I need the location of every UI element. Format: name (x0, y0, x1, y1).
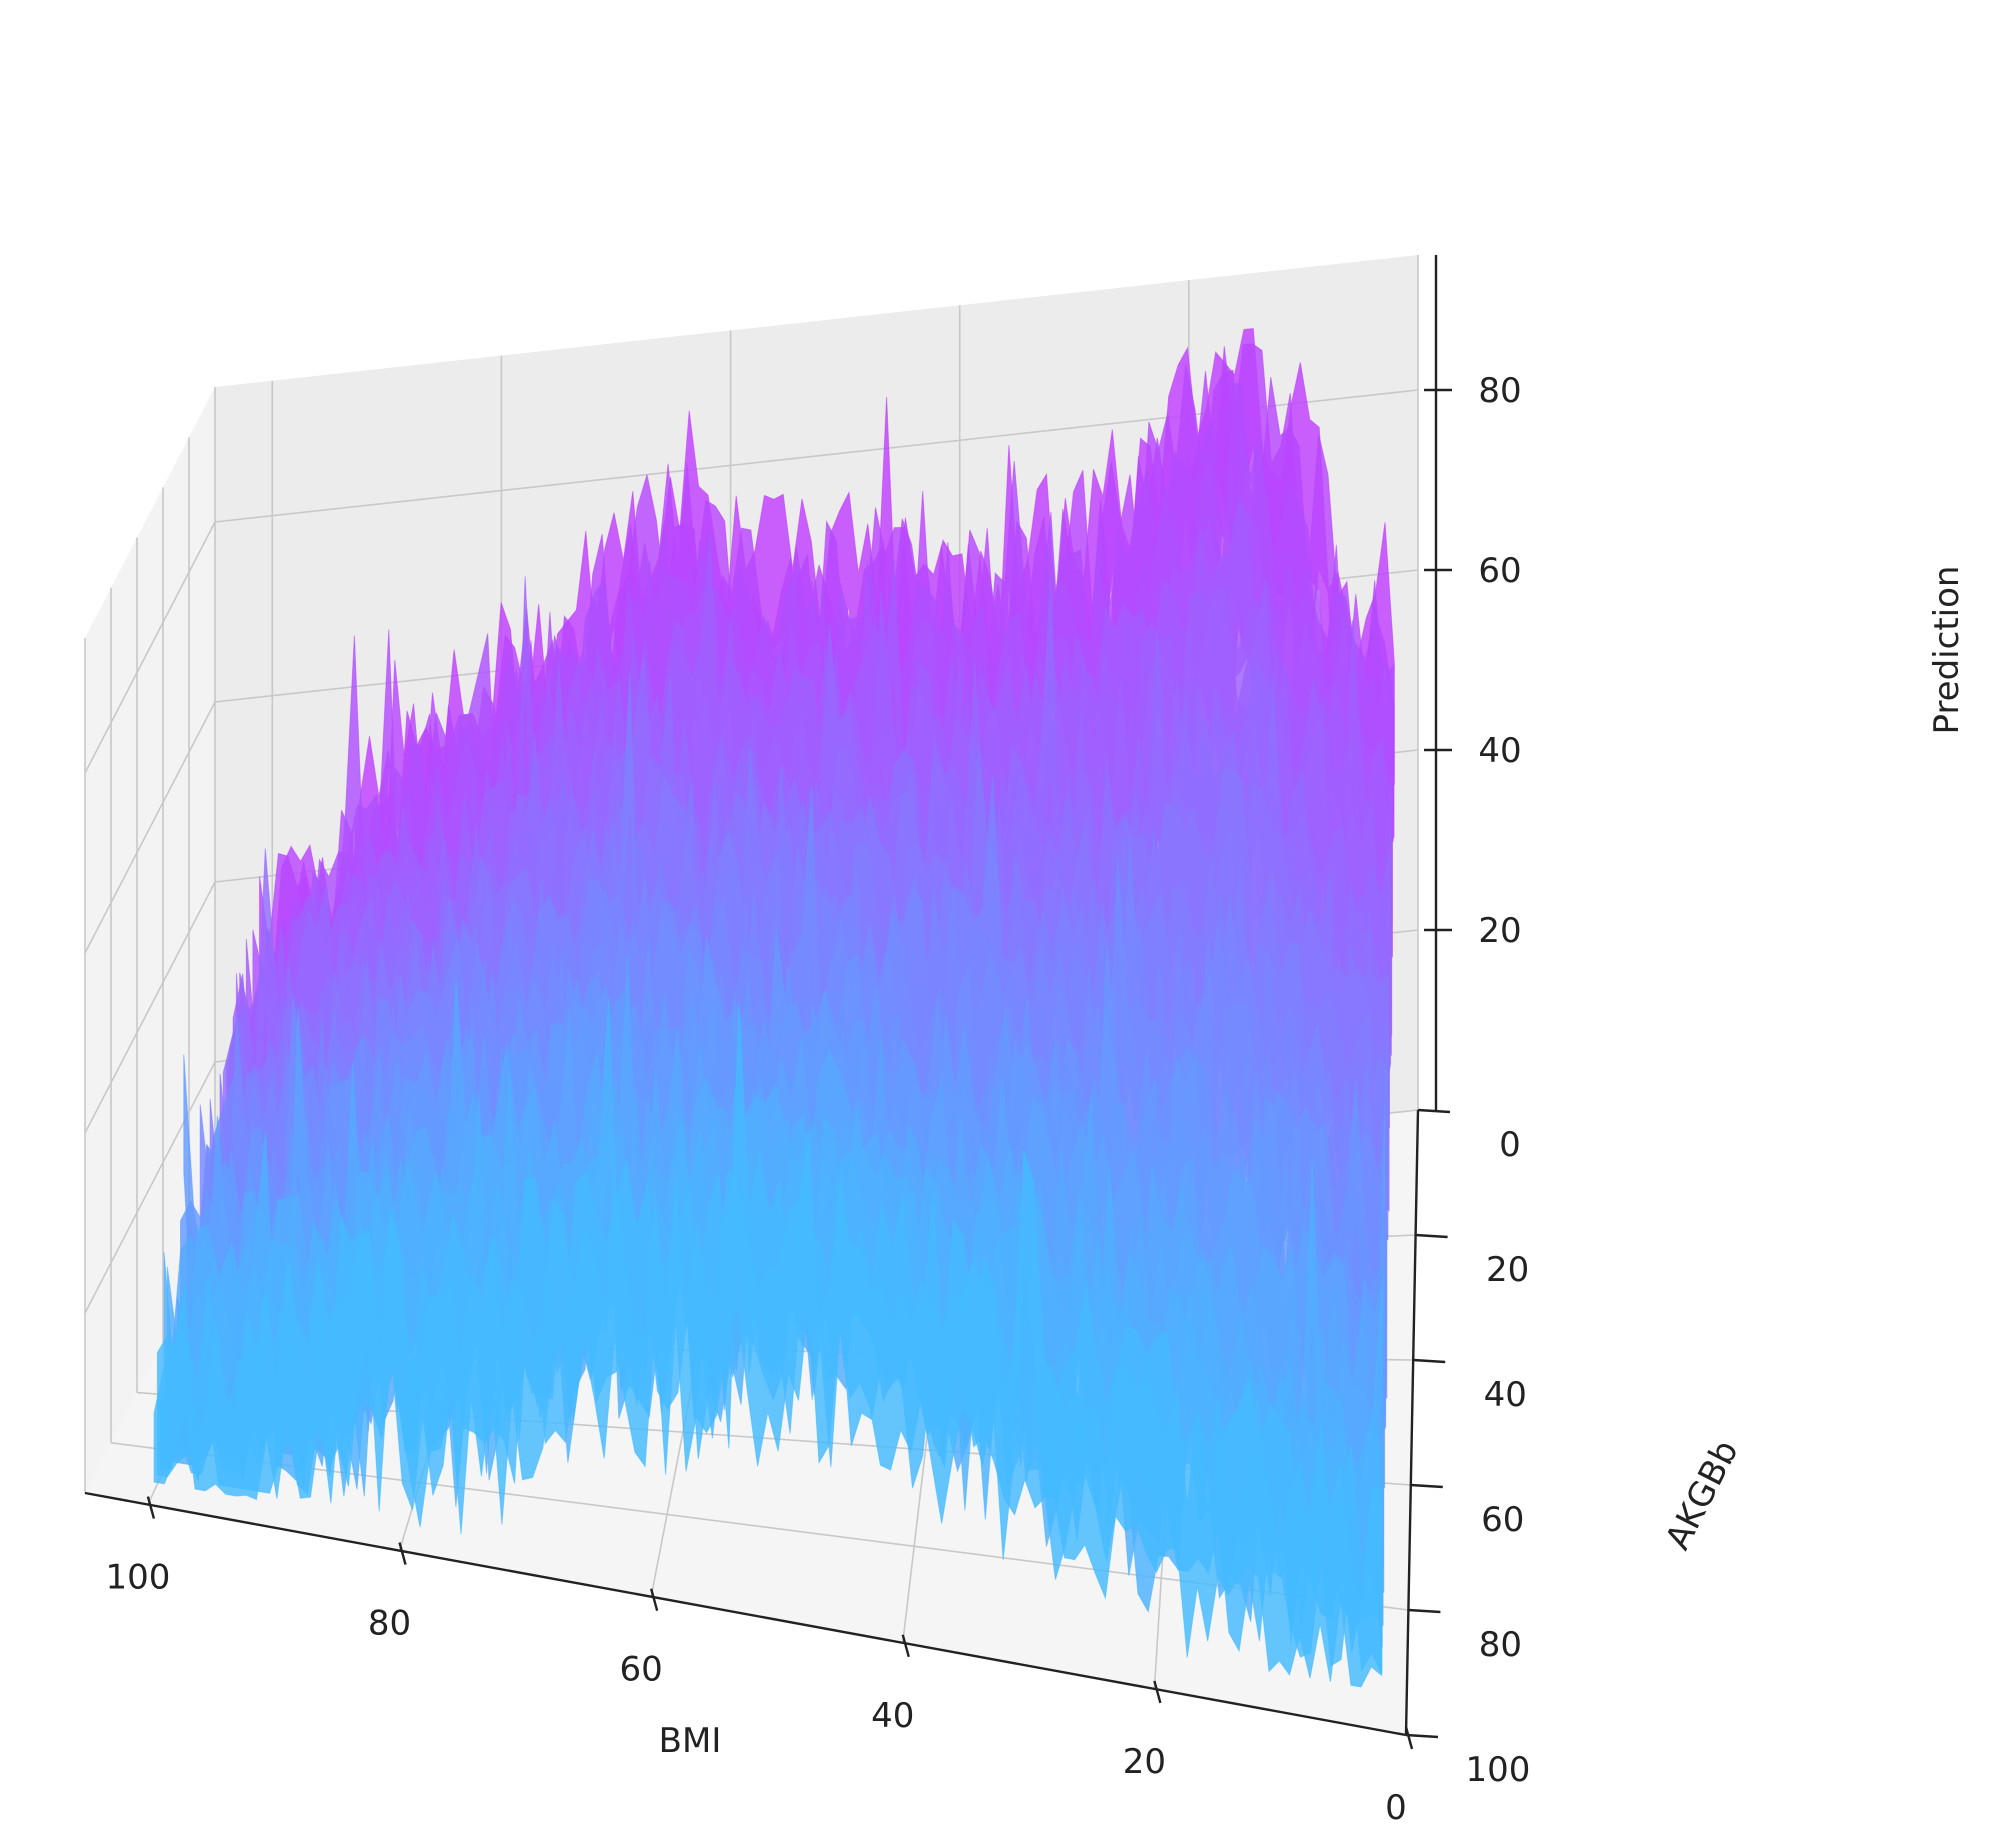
tick-marks (146, 388, 1452, 1750)
z-tick-label: 20 (1478, 911, 1521, 951)
x-tick-mark (398, 1542, 407, 1565)
x-tick-label: 100 (105, 1558, 170, 1598)
y-tick-label: 20 (1486, 1250, 1529, 1290)
z-tick-label: 40 (1478, 731, 1521, 771)
y-axis-label: AKGBb (1658, 1434, 1747, 1556)
left-gridline-horizontal (84, 701, 216, 954)
x-tick-mark (1153, 1680, 1162, 1704)
y-tick-label: 80 (1479, 1625, 1522, 1665)
x-tick-mark (1404, 1726, 1414, 1750)
y-tick-mark (1415, 1233, 1448, 1239)
y-tick-mark (1408, 1608, 1441, 1614)
z-tick-label: 80 (1478, 371, 1521, 411)
y-tick-mark (1413, 1358, 1446, 1364)
y-axis-line (1404, 1109, 1420, 1736)
x-tick-mark (901, 1634, 910, 1658)
y-tick-label: 100 (1466, 1750, 1531, 1790)
y-tick-label: 0 (1499, 1125, 1521, 1165)
x-tick-mark (649, 1588, 659, 1612)
y-tick-mark (1405, 1733, 1439, 1739)
y-tick-mark (1410, 1483, 1443, 1489)
z-axis-label: Prediction (1927, 566, 1967, 735)
z-tick-label: 60 (1478, 551, 1521, 591)
y-tick-label: 40 (1484, 1375, 1527, 1415)
x-tick-label: 40 (871, 1696, 914, 1736)
surface-strip (153, 1129, 1383, 1688)
left-gridline-horizontal (84, 881, 216, 1134)
y-tick-label: 60 (1481, 1500, 1524, 1540)
left-gridline-horizontal (84, 1061, 216, 1314)
x-tick-label: 20 (1123, 1742, 1166, 1782)
x-axis-label: BMI (659, 1721, 722, 1761)
y-tick-mark (1417, 1108, 1451, 1114)
x-tick-label: 0 (1385, 1788, 1407, 1828)
axis-lines (84, 255, 1438, 1737)
tick-labels: 100 80 60 40 20 0 0 20 40 60 80 100 20 40 60 80 (105, 371, 1530, 1828)
x-tick-label: 80 (368, 1604, 411, 1644)
x-axis-line (84, 1491, 1407, 1737)
x-tick-mark (146, 1496, 156, 1519)
surface (153, 328, 1395, 1688)
x-tick-label: 60 (620, 1650, 663, 1690)
left-gridline-horizontal (84, 521, 216, 774)
